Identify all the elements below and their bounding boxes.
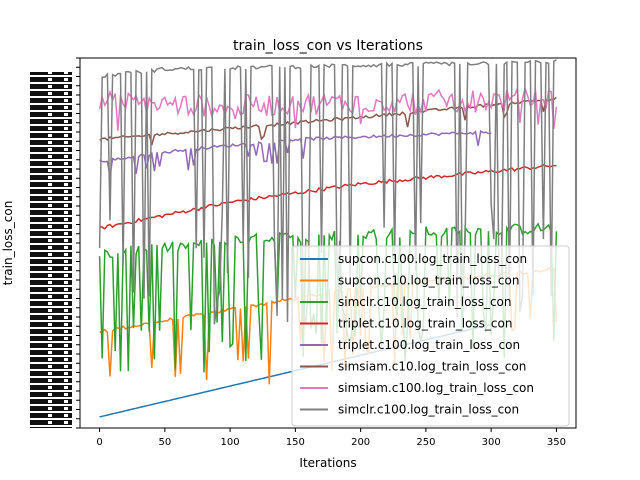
x-tick-label: 150: [286, 437, 305, 448]
legend-label: simclr.c10.log_train_loss_con: [338, 295, 511, 309]
series-line-4: [99, 129, 492, 177]
x-tick-label: 100: [221, 437, 240, 448]
y-tick-layer: [30, 57, 80, 429]
x-tick-label: 50: [158, 437, 171, 448]
series-line-5: [99, 96, 557, 146]
x-tick-label: 200: [351, 437, 370, 448]
x-axis-label: Iterations: [299, 456, 356, 470]
series-line-6: [98, 86, 558, 131]
legend-label: triplet.c100.log_train_loss_con: [338, 338, 520, 352]
series-line-3: [99, 163, 557, 230]
y-axis-label: train_loss_con: [1, 201, 15, 286]
x-tick-label: 250: [416, 437, 435, 448]
chart-title: train_loss_con vs Iterations: [233, 38, 423, 54]
x-tick-label: 300: [482, 437, 501, 448]
x-tick-label: 350: [547, 437, 566, 448]
legend-label: simsiam.c100.log_train_loss_con: [338, 381, 534, 395]
legend-label: simsiam.c10.log_train_loss_con: [338, 360, 526, 374]
legend: supcon.c100.log_train_loss_con supcon.c10…: [291, 245, 570, 427]
legend-label: supcon.c10.log_train_loss_con: [338, 274, 519, 288]
legend-label: triplet.c10.log_train_loss_con: [338, 317, 512, 331]
legend-label: simclr.c100.log_train_loss_con: [338, 403, 519, 417]
legend-label: supcon.c100.log_train_loss_con: [338, 252, 527, 266]
y-tick-label-cluster: [30, 72, 72, 428]
x-tick-layer: 0 50 100 150 200 250 300 350: [96, 428, 566, 448]
legend-box: [291, 245, 570, 427]
series-line-7: [98, 59, 557, 325]
x-tick-label: 0: [96, 437, 102, 448]
